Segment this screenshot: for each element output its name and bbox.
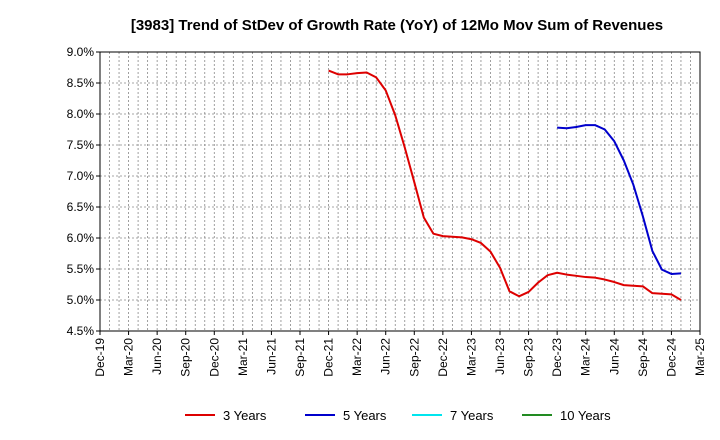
- y-tick-label: 8.5%: [67, 76, 95, 90]
- x-tick-label: Sep-23: [522, 338, 536, 377]
- series-line-5-years: [557, 124, 682, 275]
- x-tick-label: Dec-19: [93, 338, 107, 377]
- x-tick-label: Jun-24: [607, 338, 621, 375]
- y-tick-label: 6.5%: [67, 200, 95, 214]
- legend-label: 5 Years: [343, 408, 387, 423]
- x-tick-label: Sep-24: [636, 338, 650, 377]
- legend-label: 3 Years: [223, 408, 267, 423]
- y-tick-label: 7.5%: [67, 138, 95, 152]
- chart-title: [3983] Trend of StDev of Growth Rate (Yo…: [131, 17, 663, 34]
- x-tick-label: Mar-22: [350, 338, 364, 376]
- x-tick-label: Jun-23: [493, 338, 507, 375]
- y-tick-label: 7.0%: [67, 169, 95, 183]
- y-tick-label: 8.0%: [67, 107, 95, 121]
- y-tick-label: 4.5%: [67, 324, 95, 338]
- x-tick-label: Dec-20: [207, 338, 221, 377]
- y-tick-label: 5.5%: [67, 262, 95, 276]
- y-tick-label: 9.0%: [67, 45, 95, 59]
- x-tick-label: Mar-23: [464, 338, 478, 376]
- legend: 3 Years 5 Years 7 Years 10 Years: [185, 408, 611, 423]
- series-layer: [328, 69, 682, 301]
- x-tick-label: Dec-23: [550, 338, 564, 377]
- x-tick-label: Sep-20: [179, 338, 193, 377]
- x-tick-label: Mar-21: [236, 338, 250, 376]
- x-tick-label: Mar-24: [579, 338, 593, 376]
- axes: 4.5% 5.0% 5.5% 6.0% 6.5% 7.0% 7.5% 8.0% 8.5% 9.0%…: [67, 45, 707, 377]
- legend-label: 10 Years: [560, 408, 611, 423]
- x-tick-label: Sep-22: [407, 338, 421, 377]
- grid: [100, 52, 700, 331]
- x-tick-label: Dec-21: [322, 338, 336, 377]
- x-tick-label: Dec-24: [664, 338, 678, 377]
- series-line-3-years: [328, 69, 682, 301]
- x-tick-label: Dec-22: [436, 338, 450, 377]
- x-tick-label: Jun-21: [264, 338, 278, 375]
- plot-area: [100, 52, 700, 331]
- y-tick-label: 5.0%: [67, 293, 95, 307]
- x-tick-label: Mar-25: [693, 338, 707, 376]
- x-tick-label: Jun-20: [150, 338, 164, 375]
- x-tick-label: Sep-21: [293, 338, 307, 377]
- y-tick-label: 6.0%: [67, 231, 95, 245]
- plot-border: [99, 51, 701, 332]
- x-tick-label: Mar-20: [122, 338, 136, 376]
- legend-label: 7 Years: [450, 408, 494, 423]
- x-tick-label: Jun-22: [379, 338, 393, 375]
